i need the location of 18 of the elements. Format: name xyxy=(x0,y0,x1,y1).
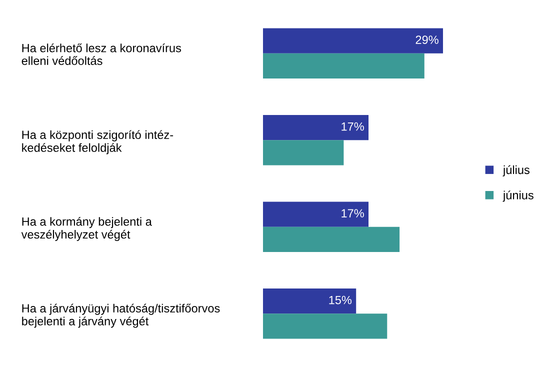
data-label: 15% xyxy=(329,296,352,304)
y-tick-label: Ha a központi szigorító intéz- kedéseket feloldják xyxy=(22,130,174,154)
bar xyxy=(263,28,443,54)
bar xyxy=(263,114,369,140)
bar xyxy=(263,202,369,227)
data-label: 29% xyxy=(416,36,438,44)
bar xyxy=(263,288,356,314)
bar xyxy=(263,314,388,339)
data-label: 17% xyxy=(342,122,364,131)
y-tick-label: Ha elérhető lesz a koronavírus elleni védőoltás xyxy=(22,43,182,65)
legend-label: június xyxy=(502,190,534,202)
data-label: 17% xyxy=(342,209,364,218)
bar xyxy=(263,226,400,252)
bar xyxy=(263,140,344,166)
y-tick-label: Ha a járványügyi hatóság/tisztifőorvos bejelenti a járvány végét xyxy=(22,304,220,328)
bar xyxy=(263,53,424,79)
y-tick-label: Ha a kormány bejelenti a veszélyhelyzet végét xyxy=(21,216,152,241)
legend-label: július xyxy=(502,165,530,176)
